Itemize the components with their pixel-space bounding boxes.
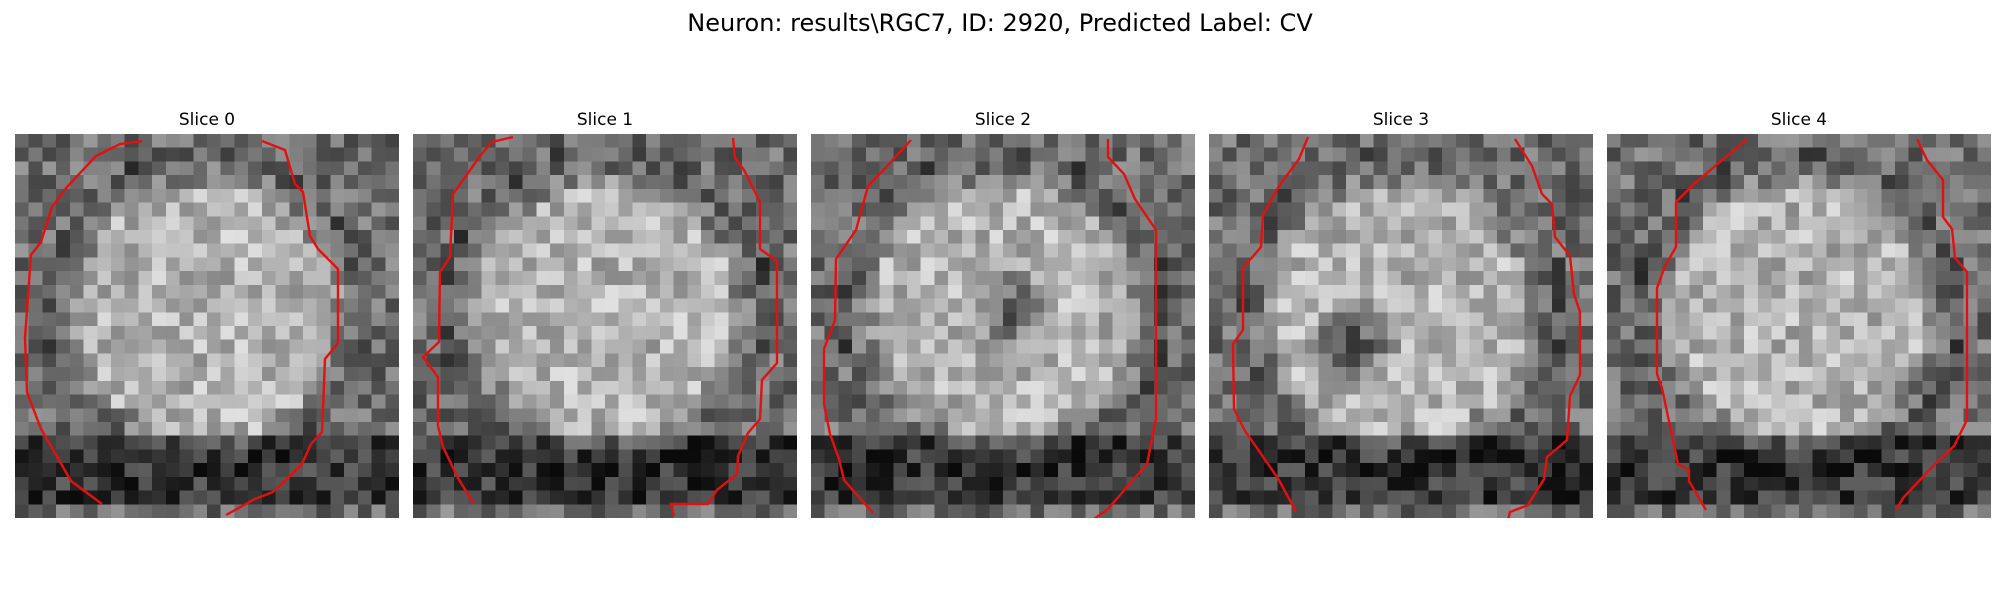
- slice-3-contour-left: [1231, 136, 1310, 513]
- slice-2-contour-left: [822, 139, 912, 514]
- slice-1-heatmap: [413, 134, 797, 518]
- slice-0-contour-right: [225, 139, 340, 517]
- slice-1-contour: [421, 135, 779, 517]
- slice-4-image: [1607, 134, 1991, 518]
- slice-3-title: Slice 3: [1372, 110, 1430, 130]
- slice-0-image: [15, 134, 399, 518]
- slice-0-contour: [23, 139, 340, 517]
- slice-4-contour: [1655, 138, 1969, 511]
- slice-0-title: Slice 0: [178, 110, 236, 130]
- slice-4-heatmap: [1607, 134, 1991, 518]
- slice-3-contour-right: [1507, 138, 1582, 518]
- slice-1-contour-right: [669, 137, 779, 517]
- slice-4-title: Slice 4: [1770, 110, 1828, 130]
- slice-2-contour: [822, 139, 1158, 518]
- slice-0-contour-left: [23, 139, 143, 505]
- slice-1-image: [413, 134, 797, 518]
- slice-3-contour: [1231, 136, 1582, 518]
- slice-0-heatmap: [15, 134, 399, 518]
- slice-2-title: Slice 2: [974, 110, 1032, 130]
- slice-4-contour-right: [1894, 138, 1969, 511]
- slice-2-heatmap: [811, 134, 1195, 518]
- slice-1-title: Slice 1: [576, 110, 634, 130]
- slice-2-image: [811, 134, 1195, 518]
- figure-title: Neuron: results\RGC7, ID: 2920, Predicte…: [687, 9, 1313, 37]
- slice-3-image: [1209, 134, 1593, 518]
- slice-1-contour-left: [421, 135, 514, 505]
- slice-4-contour-left: [1655, 138, 1748, 511]
- slice-2-contour-right: [1093, 139, 1158, 518]
